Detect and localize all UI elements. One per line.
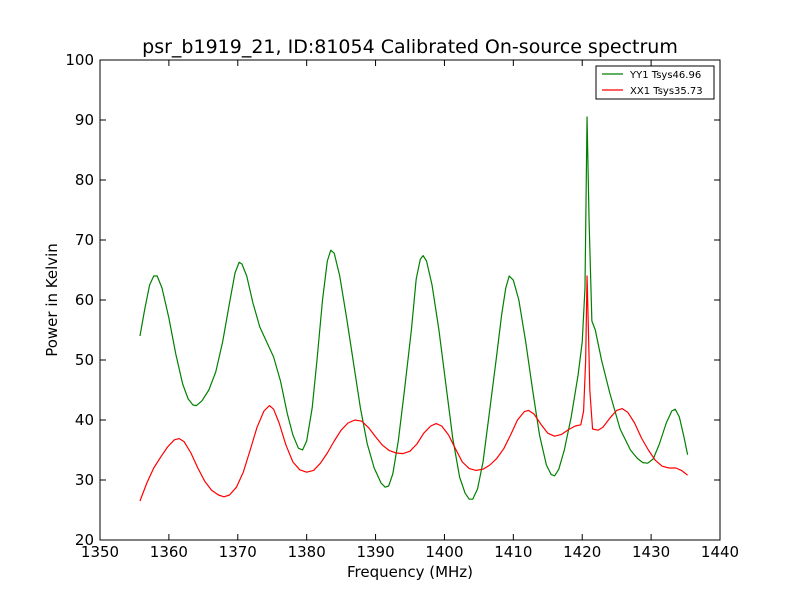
y-tick-label: 40 (75, 411, 94, 429)
plot-background (100, 60, 720, 540)
x-axis: 1350 1360 1370 1380 1390 1400 1410 1420 1430 1440 (81, 60, 739, 561)
y-tick-label: 50 (75, 351, 94, 369)
y-tick-label: 100 (65, 51, 94, 69)
y-tick-label: 20 (75, 531, 94, 549)
x-tick-label: 1400 (425, 543, 463, 561)
y-tick-label: 90 (75, 111, 94, 129)
legend-box (595, 65, 715, 100)
x-tick-label: 1370 (219, 543, 257, 561)
legend-label-yy1: YY1 Tsys46.96 (629, 70, 701, 81)
x-tick-label: 1360 (150, 543, 188, 561)
series-line-yy1 (139, 116, 689, 500)
series-line-xx1 (139, 275, 688, 502)
x-tick-label: 1410 (494, 543, 532, 561)
series-layer (139, 116, 689, 502)
plot-area (100, 60, 720, 540)
x-tick-label: 1390 (356, 543, 394, 561)
chart-title: psr_b1919_21, ID:81054 Calibrated On-sou… (142, 36, 678, 58)
y-tick-label: 70 (75, 231, 94, 249)
y-tick-label: 80 (75, 171, 94, 189)
plot-frame (99, 59, 721, 541)
y-axis-label: Power in Kelvin (43, 243, 61, 357)
x-tick-label: 1420 (563, 543, 601, 561)
x-axis-label: Frequency (MHz) (347, 563, 473, 581)
x-tick-label: 1350 (81, 543, 119, 561)
x-tick-label: 1380 (288, 543, 326, 561)
x-tick-label: 1440 (701, 543, 739, 561)
y-tick-label: 60 (75, 291, 94, 309)
y-axis: 20 30 40 50 60 70 80 90 100 (65, 51, 720, 549)
y-tick-label: 30 (75, 471, 94, 489)
legend-label-xx1: XX1 Tsys35.73 (630, 86, 703, 97)
x-tick-label: 1430 (632, 543, 670, 561)
legend: YY1 Tsys46.96 XX1 Tsys35.73 (595, 65, 715, 100)
